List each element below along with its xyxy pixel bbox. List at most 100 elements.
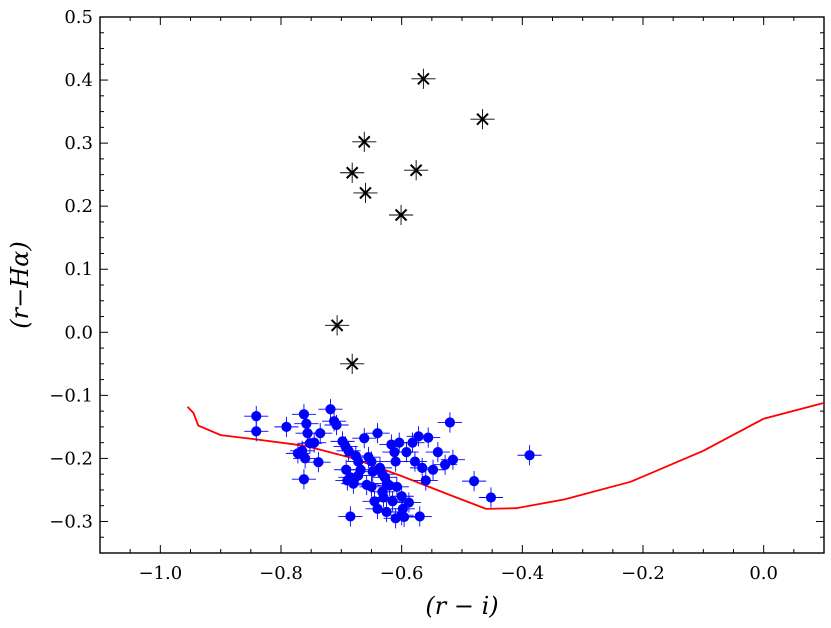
circle-marker [361, 479, 372, 490]
circle-marker [401, 447, 412, 458]
circle-marker [407, 437, 418, 448]
x-tick-label: −0.6 [380, 563, 424, 584]
x-marker-stroke [330, 319, 344, 332]
x-tick-label: 0.0 [749, 563, 778, 584]
circle-marker [391, 481, 402, 492]
x-axis-label: (r − i) [425, 592, 498, 620]
field-star-point [335, 470, 360, 491]
circle-marker [345, 511, 356, 522]
x-marker-stroke [394, 208, 408, 222]
field-star-point [396, 492, 421, 513]
y-axis-label: (r−Hα) [6, 241, 34, 328]
field-star-point [306, 452, 331, 473]
circle-marker [423, 432, 434, 443]
field-star-point [352, 428, 377, 449]
circle-marker [390, 456, 401, 467]
field-star-point [478, 487, 504, 508]
circle-marker [485, 492, 497, 503]
circle-marker [251, 426, 262, 437]
field-star-point [400, 432, 425, 453]
circle-marker [301, 418, 312, 429]
plot-frame [99, 16, 825, 554]
x-marker-stroke [345, 357, 359, 371]
field-star-point [274, 416, 299, 437]
circle-marker [313, 457, 324, 468]
y-tick-label: −0.3 [49, 511, 93, 532]
field-star-series [244, 399, 542, 529]
y-tick-label: 0.2 [64, 196, 93, 217]
field-star-point [285, 443, 310, 464]
circle-marker [251, 411, 262, 422]
emitter-point [352, 131, 377, 152]
field-star-point [308, 423, 333, 444]
field-star-point [354, 474, 379, 495]
emitter-point [325, 315, 350, 336]
x-marker-stroke [345, 166, 359, 179]
field-star-point [389, 505, 414, 526]
circle-marker [409, 456, 421, 467]
emitter-series [325, 68, 495, 374]
field-star-point [244, 421, 269, 442]
field-star-point [380, 491, 405, 512]
emitter-point [353, 182, 378, 204]
circle-marker [413, 431, 424, 442]
circle-marker [432, 447, 443, 458]
x-marker-stroke [409, 164, 423, 177]
circle-marker [342, 475, 353, 486]
circle-marker [353, 470, 364, 481]
x-tick-labels: −1.0 −0.8 −0.6 −0.4 −0.2 0.0 [138, 563, 778, 584]
data-markers [244, 68, 542, 529]
x-marker-stroke [358, 135, 371, 149]
circle-marker [331, 419, 342, 431]
circle-marker [403, 497, 415, 508]
circle-marker [315, 428, 326, 439]
plot-area [99, 16, 825, 554]
y-tick-label: 0.5 [64, 7, 93, 28]
circle-marker [468, 476, 480, 487]
axis-ticks [99, 16, 825, 554]
field-star-point [244, 406, 269, 427]
x-marker-stroke [417, 72, 430, 86]
field-star-point [318, 399, 343, 420]
circle-marker [414, 511, 425, 522]
emitter-point [340, 353, 365, 374]
circle-marker [298, 474, 310, 485]
circle-marker [524, 450, 535, 461]
circle-marker [378, 492, 389, 503]
field-star-point [293, 448, 318, 469]
field-star-point [406, 426, 431, 447]
circle-marker [300, 453, 311, 464]
field-star-point [462, 471, 487, 492]
model-curve [186, 402, 825, 510]
field-star-point [425, 442, 450, 463]
circle-marker [366, 456, 377, 467]
emitter-point [411, 68, 436, 89]
emitter-point [470, 109, 495, 130]
field-star-point [324, 414, 349, 436]
field-star-point [440, 449, 466, 470]
circle-marker [359, 433, 370, 444]
y-tick-label: 0.1 [64, 259, 93, 280]
field-star-point [338, 506, 363, 527]
field-star-point [517, 445, 542, 466]
circle-marker [281, 421, 292, 432]
y-tick-label: 0.0 [64, 322, 93, 343]
circle-marker [387, 496, 398, 507]
circle-marker [396, 510, 407, 521]
field-star-point [416, 427, 441, 448]
field-star-point [413, 470, 438, 491]
x-marker-stroke [359, 186, 372, 200]
y-tick-labels: −0.3 −0.2 −0.1 0.0 0.1 0.2 0.3 0.4 0.5 [49, 7, 93, 532]
circle-marker [427, 464, 439, 475]
y-tick-label: −0.2 [49, 448, 93, 469]
field-star-point [291, 469, 316, 490]
y-tick-label: −0.1 [49, 385, 93, 406]
circle-marker [369, 496, 380, 507]
field-star-point [407, 506, 432, 527]
circle-marker [444, 417, 456, 428]
x-tick-label: −0.2 [621, 563, 665, 584]
circle-marker [309, 437, 320, 448]
field-star-point [437, 412, 462, 433]
circle-marker [298, 409, 310, 420]
